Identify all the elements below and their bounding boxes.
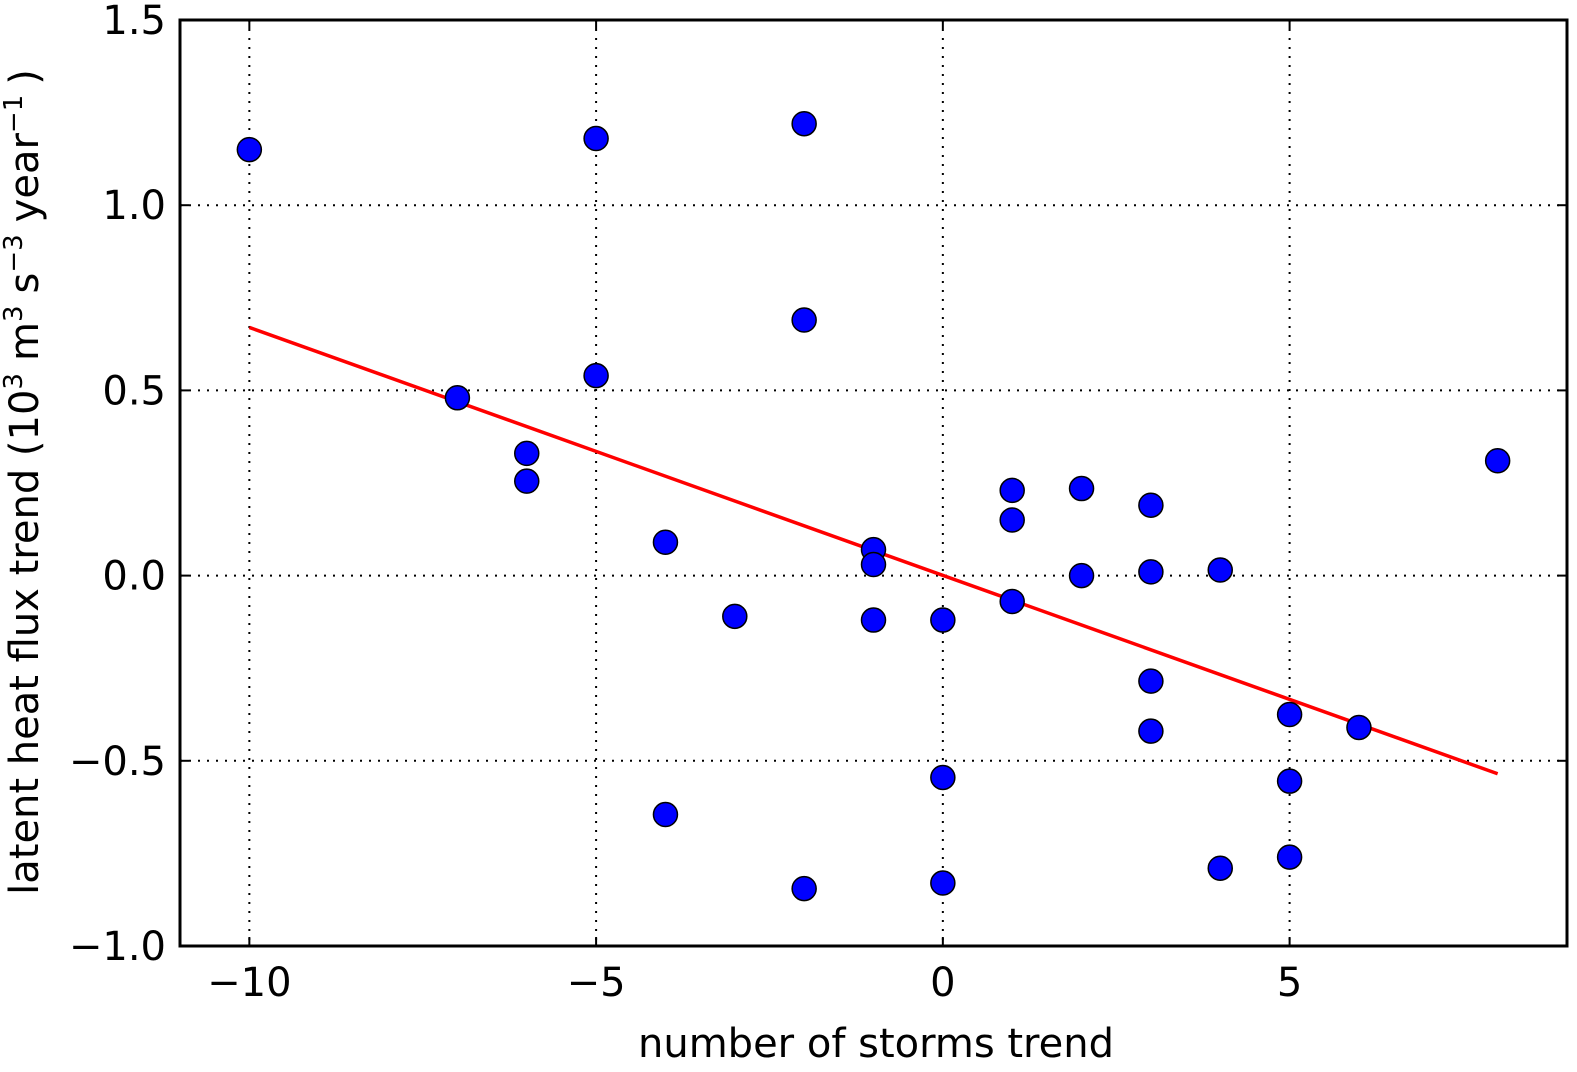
y-axis-label: latent heat flux trend (103m3s−3year−1) <box>0 69 48 895</box>
data-point <box>1276 701 1303 728</box>
data-point <box>999 588 1025 615</box>
y-tick-label: −1.0 <box>69 924 166 970</box>
y-label-close: ) <box>2 69 48 85</box>
data-point <box>583 362 609 389</box>
data-point <box>791 307 817 333</box>
data-point <box>583 125 609 152</box>
data-point <box>1346 714 1372 741</box>
y-label-s: s <box>2 273 48 294</box>
y-label-prefix: latent heat flux trend (10 <box>2 390 48 895</box>
x-tick-label: 0 <box>930 960 955 1006</box>
data-point <box>930 870 956 896</box>
y-tick-label: 0.5 <box>102 368 166 414</box>
data-points-group <box>236 110 1511 902</box>
x-tick-label: −5 <box>567 960 626 1006</box>
data-point <box>791 875 817 902</box>
y-tick-label: 1.0 <box>102 183 166 229</box>
data-point <box>1138 718 1164 744</box>
data-point <box>791 110 817 137</box>
data-point <box>1068 475 1095 502</box>
data-point <box>1138 492 1164 518</box>
data-point <box>1068 562 1095 589</box>
data-point <box>652 529 679 556</box>
data-point <box>514 440 540 467</box>
plot-frame <box>178 18 1569 948</box>
data-point <box>860 551 887 578</box>
x-tick-labels: −10 −5 0 5 <box>207 960 1302 1006</box>
y-label-year: year <box>2 133 48 223</box>
x-axis-label: number of storms trend <box>638 1021 1114 1067</box>
data-point <box>930 764 956 791</box>
y-label-m: m <box>2 322 48 361</box>
y-tick-label: 1.5 <box>102 0 166 44</box>
data-point <box>860 607 887 633</box>
data-point <box>652 801 679 828</box>
y-tick-label: −0.5 <box>69 739 166 785</box>
x-tick-label: −10 <box>207 960 291 1006</box>
data-point <box>999 477 1025 504</box>
y-tick-label: 0.0 <box>102 554 166 600</box>
data-point <box>1276 844 1303 870</box>
data-point <box>722 603 748 630</box>
x-tick-label: 5 <box>1277 960 1302 1006</box>
data-point <box>236 136 263 163</box>
data-point <box>930 607 956 633</box>
data-point <box>1138 559 1164 585</box>
y-label-exp3: −3 <box>0 234 29 272</box>
data-point <box>1207 855 1233 881</box>
data-point <box>444 385 471 411</box>
y-label-exp2: 3 <box>0 306 29 323</box>
data-point <box>999 507 1025 533</box>
grid-lines <box>180 19 1567 947</box>
axis-ticks <box>180 19 1567 947</box>
y-tick-labels: −1.0 −0.5 0.0 0.5 1.0 1.5 <box>69 0 166 970</box>
data-point <box>1484 448 1511 474</box>
data-point <box>1207 557 1233 583</box>
data-point <box>1276 768 1303 794</box>
data-point <box>514 468 540 494</box>
y-label-exp1: 3 <box>0 373 29 390</box>
y-label-exp4: −1 <box>0 95 29 133</box>
data-point <box>1138 668 1164 694</box>
